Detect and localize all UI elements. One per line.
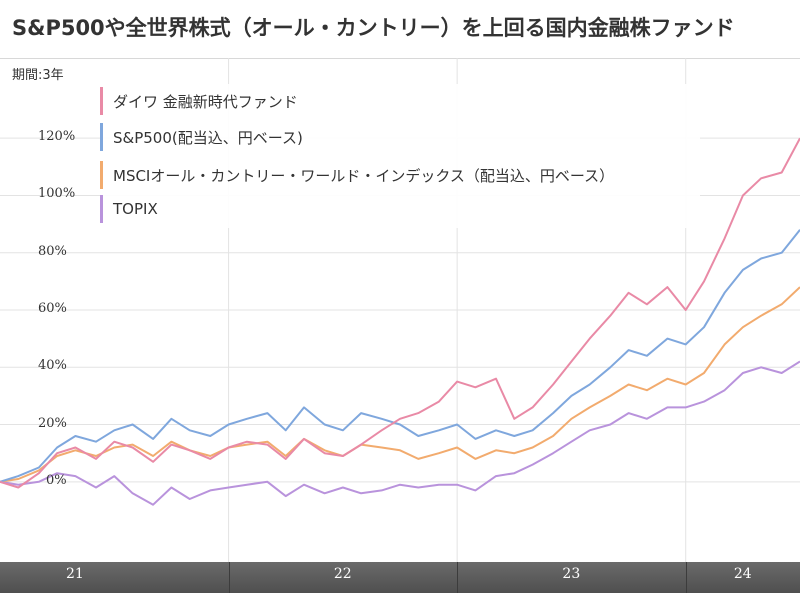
y-tick-label: 100% [38, 186, 76, 202]
x-tick-label: 23 [562, 566, 581, 582]
legend-swatch-daiwa [100, 87, 103, 115]
legend-item-sp500[interactable]: S&P500(配当込、円ベース) [100, 122, 303, 152]
series-line-sp500 [0, 229, 800, 483]
series-line-daiwa [0, 137, 800, 489]
x-axis-separator [685, 562, 687, 593]
legend-item-topix[interactable]: TOPIX [100, 194, 158, 224]
x-tick-label: 21 [66, 566, 84, 582]
legend-swatch-sp500 [100, 123, 103, 151]
x-tick-label: 22 [333, 566, 352, 582]
x-tick-label: 24 [733, 566, 752, 582]
y-tick-label: 0% [46, 472, 67, 488]
y-tick-label: 120% [38, 129, 76, 145]
legend-label-msci: MSCIオール・カントリー・ワールド・インデックス（配当込、円ベース） [113, 166, 615, 185]
legend-label-daiwa: ダイワ 金融新時代ファンド [113, 92, 298, 111]
x-axis-separator [457, 562, 459, 593]
x-axis-separator [228, 562, 230, 593]
period-label: 期間:3年 [12, 68, 64, 83]
y-tick-label: 20% [38, 415, 67, 431]
chart-frame [0, 58, 800, 594]
legend-label-sp500: S&P500(配当込、円ベース) [113, 128, 303, 147]
legend-swatch-msci [100, 161, 103, 189]
legend: ダイワ 金融新時代ファンド S&P500(配当込、円ベース) MSCIオール・カ… [100, 84, 700, 228]
y-tick-label: 60% [38, 301, 67, 316]
x-axis-band [0, 562, 800, 593]
chart-title: S&P500や全世界株式（オール・カントリー）を上回る国内金融株ファンド [12, 16, 735, 40]
y-tick-label: 80% [38, 243, 67, 259]
legend-item-msci[interactable]: MSCIオール・カントリー・ワールド・インデックス（配当込、円ベース） [100, 160, 614, 190]
series-lines [0, 137, 800, 506]
legend-label-topix: TOPIX [113, 200, 158, 218]
series-line-msci [0, 286, 800, 483]
y-tick-label: 40% [38, 358, 67, 374]
series-line-topix [0, 360, 800, 506]
legend-swatch-topix [100, 195, 103, 223]
legend-item-daiwa[interactable]: ダイワ 金融新時代ファンド [100, 86, 298, 116]
